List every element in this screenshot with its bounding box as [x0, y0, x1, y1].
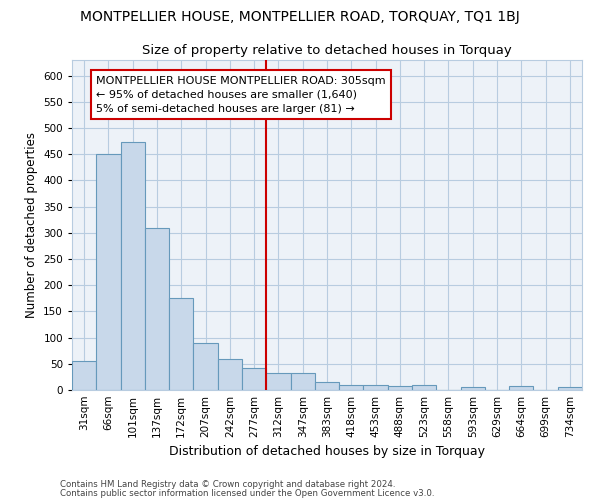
Bar: [218, 358, 242, 390]
Bar: [193, 343, 218, 390]
Bar: [145, 228, 169, 390]
X-axis label: Distribution of detached houses by size in Torquay: Distribution of detached houses by size …: [169, 446, 485, 458]
Y-axis label: Number of detached properties: Number of detached properties: [25, 132, 38, 318]
Bar: [461, 388, 485, 390]
Bar: [72, 361, 96, 390]
Title: Size of property relative to detached houses in Torquay: Size of property relative to detached ho…: [142, 44, 512, 58]
Bar: [315, 382, 339, 390]
Text: Contains HM Land Registry data © Crown copyright and database right 2024.: Contains HM Land Registry data © Crown c…: [60, 480, 395, 489]
Bar: [558, 388, 582, 390]
Bar: [169, 298, 193, 390]
Bar: [290, 372, 315, 390]
Bar: [96, 154, 121, 390]
Bar: [242, 368, 266, 390]
Text: Contains public sector information licensed under the Open Government Licence v3: Contains public sector information licen…: [60, 489, 434, 498]
Bar: [121, 142, 145, 390]
Bar: [364, 385, 388, 390]
Bar: [412, 385, 436, 390]
Bar: [509, 386, 533, 390]
Bar: [266, 373, 290, 390]
Bar: [388, 386, 412, 390]
Text: MONTPELLIER HOUSE MONTPELLIER ROAD: 305sqm
← 95% of detached houses are smaller : MONTPELLIER HOUSE MONTPELLIER ROAD: 305s…: [96, 76, 386, 114]
Bar: [339, 385, 364, 390]
Text: MONTPELLIER HOUSE, MONTPELLIER ROAD, TORQUAY, TQ1 1BJ: MONTPELLIER HOUSE, MONTPELLIER ROAD, TOR…: [80, 10, 520, 24]
